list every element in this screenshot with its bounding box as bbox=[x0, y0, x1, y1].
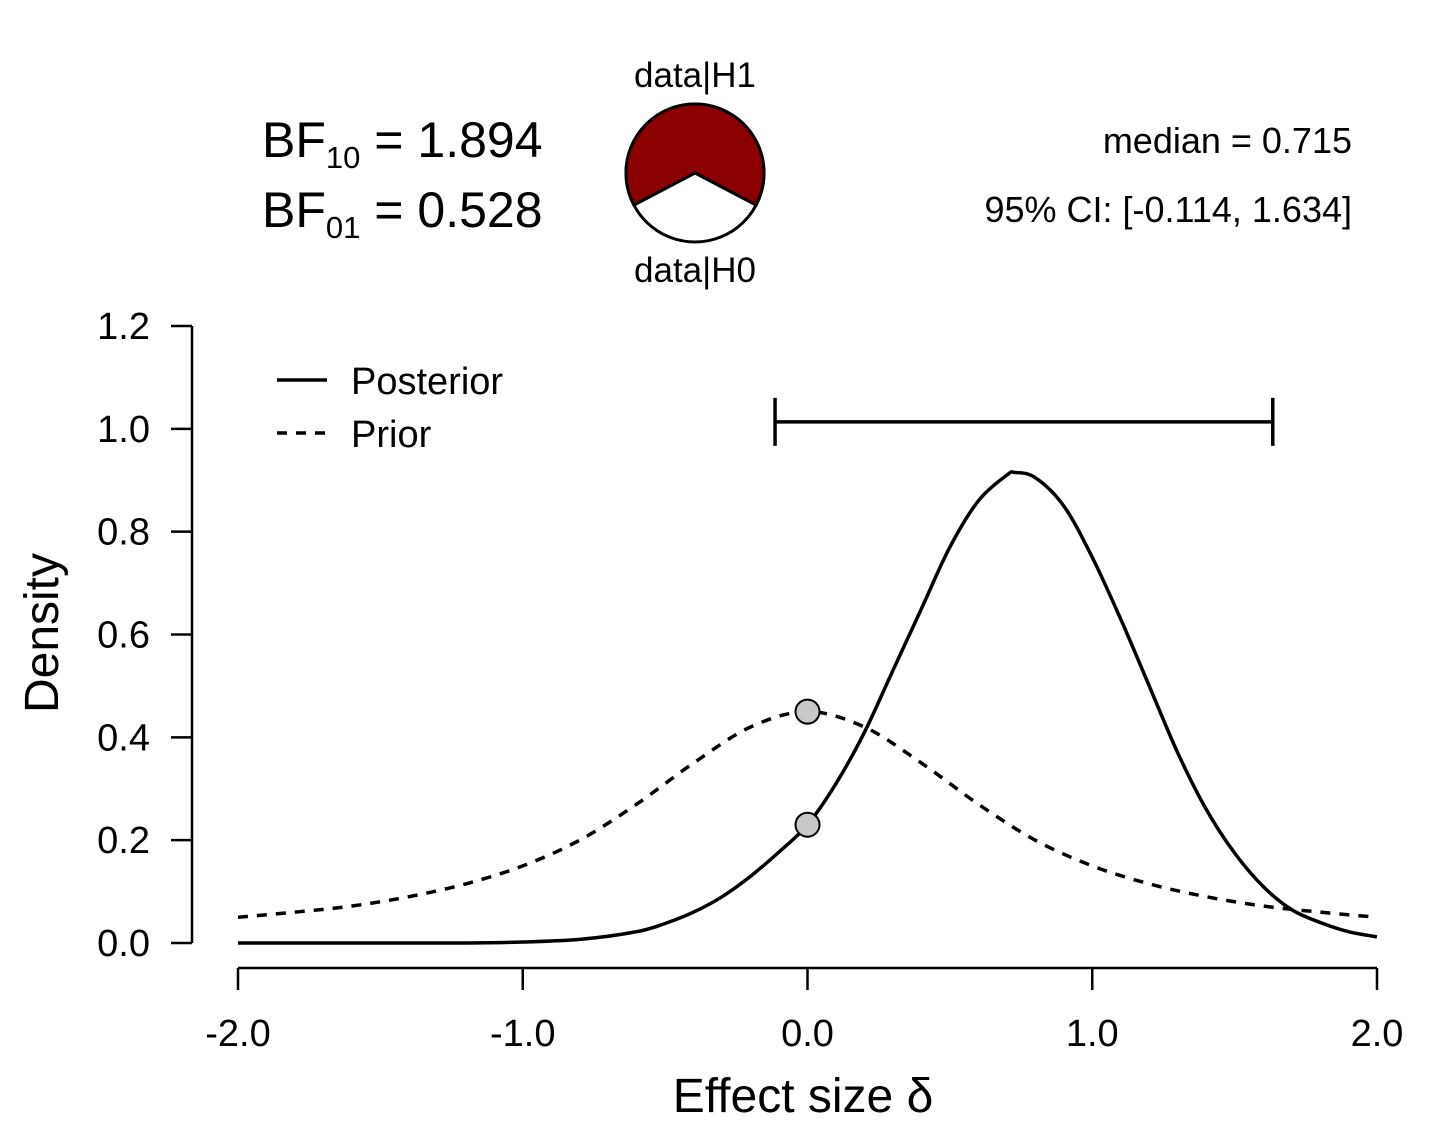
y-tick-label: 1.0 bbox=[97, 409, 150, 451]
points-layer bbox=[794, 698, 821, 838]
series-posterior-line bbox=[237, 470, 1378, 945]
x-tick-label: 2.0 bbox=[1351, 1013, 1404, 1055]
y-tick-label: 1.2 bbox=[97, 306, 150, 348]
y-tick-label: 0.4 bbox=[97, 717, 150, 759]
legend-prior-label: Prior bbox=[351, 414, 432, 456]
x-tick-label: 0.0 bbox=[781, 1013, 834, 1055]
y-tick-label: 0.8 bbox=[97, 512, 150, 554]
evidence-pie-chart bbox=[624, 102, 766, 244]
x-tick-label: -1.0 bbox=[490, 1013, 555, 1055]
point-posterior bbox=[794, 811, 821, 838]
pie-label-h1: data|H1 bbox=[634, 56, 756, 95]
legend-posterior-label: Posterior bbox=[351, 361, 503, 403]
point-prior bbox=[794, 698, 821, 725]
y-tick-label: 0.2 bbox=[97, 820, 150, 862]
y-axis-title: Density bbox=[16, 553, 69, 713]
bf01-text: BF01 = 0.528 bbox=[262, 182, 543, 245]
legend: Posterior Prior bbox=[277, 361, 503, 456]
bf10-text: BF10 = 1.894 bbox=[262, 112, 543, 175]
credible-interval-text: 95% CI: [-0.114, 1.634] bbox=[984, 189, 1352, 230]
x-tick-label: 1.0 bbox=[1066, 1013, 1119, 1055]
y-tick-label: 0.0 bbox=[97, 923, 150, 965]
pie-label-h0: data|H0 bbox=[634, 251, 756, 290]
pie-h1-slice bbox=[624, 102, 766, 208]
x-axis-title: Effect size δ bbox=[673, 1070, 934, 1123]
x-tick-label: -2.0 bbox=[205, 1013, 270, 1055]
median-text: median = 0.715 bbox=[1102, 120, 1352, 161]
y-tick-label: 0.6 bbox=[97, 615, 150, 657]
credible-interval-bar bbox=[773, 397, 1275, 446]
y-axis: 0.0 0.2 0.4 0.6 0.8 1.0 1.2 bbox=[97, 306, 194, 965]
x-axis: -2.0 -1.0 0.0 1.0 2.0 bbox=[205, 966, 1404, 1055]
